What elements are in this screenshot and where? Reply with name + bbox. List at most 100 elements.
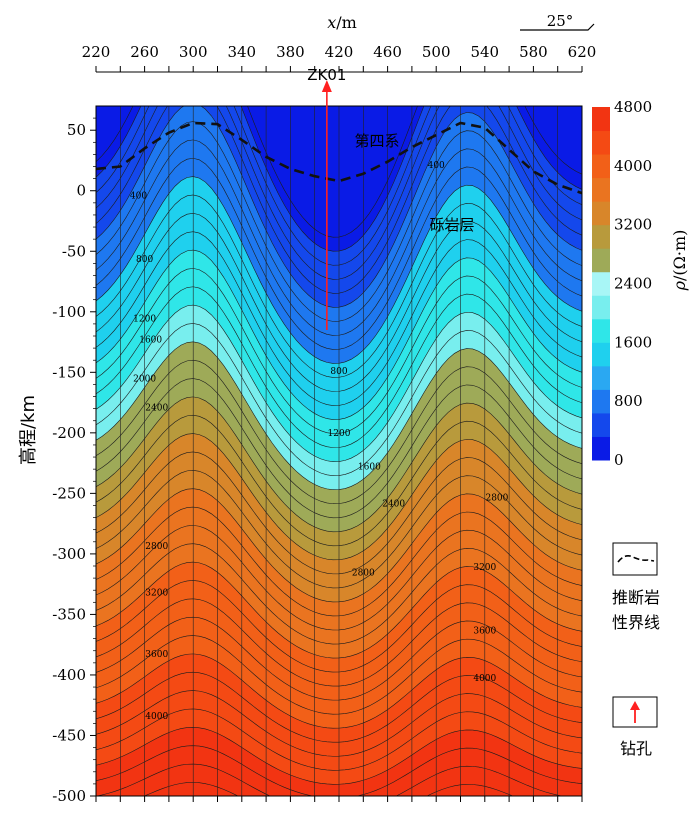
x-tick-label: 300 [179, 43, 208, 61]
contour-line [143, 782, 514, 796]
colorbar-segment [592, 271, 610, 296]
colorbar-segment [592, 154, 610, 179]
direction-indicator: 25° [520, 12, 595, 31]
resistivity-band [96, 801, 582, 813]
x-axis-var: x [327, 13, 336, 32]
direction-arrow-icon [520, 23, 595, 31]
colorbar-tick-label: 4800 [614, 98, 652, 116]
contour-label: 2000 [133, 375, 156, 385]
x-tick-label: 500 [422, 43, 451, 61]
y-tick-label: -50 [62, 242, 86, 260]
colorbar-segment [592, 224, 610, 249]
legend-borehole-arrow-icon [630, 701, 640, 710]
colorbar-segment [592, 389, 610, 414]
colorbar-segment [592, 201, 610, 226]
legend: 推断岩 性界线 钻孔 [612, 542, 660, 758]
colorbar-segment [592, 177, 610, 202]
contour-label: 4000 [145, 712, 168, 722]
legend-boundary-label-2: 性界线 [612, 613, 660, 632]
colorbar-tick-label: 1600 [614, 333, 652, 351]
y-axis-title: 高程/km [18, 395, 39, 465]
resistivity-band [144, 782, 513, 796]
y-tick-label: -400 [52, 666, 86, 684]
legend-boundary-label-1: 推断岩 [612, 588, 660, 607]
axes: 220 260 300 340 380 420 460 500 540 580 620500-50-… [52, 43, 596, 805]
x-tick-label: 340 [227, 43, 256, 61]
contour-label-group: 400 400 800 800 1200 1200 1600 1600 2000 2400 2400… [130, 161, 509, 722]
legend-boundary-line-icon [617, 555, 655, 563]
contour-label: 2400 [382, 499, 405, 509]
layer-quaternary-label: 第四系 [354, 132, 399, 150]
x-tick-label: 580 [519, 43, 548, 61]
y-tick-label: -450 [52, 726, 86, 744]
y-tick-label: 50 [67, 121, 86, 139]
colorbar-segment [592, 107, 610, 132]
contour-label: 3600 [145, 650, 168, 660]
contour-label: 3200 [145, 588, 168, 598]
direction-label: 25° [547, 12, 574, 30]
borehole-marker: ZK01 [307, 66, 346, 330]
legend-borehole-label: 钻孔 [620, 739, 652, 758]
borehole-label: ZK01 [307, 66, 346, 84]
x-tick-label: 220 [82, 43, 111, 61]
y-tick-label: -500 [52, 787, 86, 805]
contour-label: 1600 [139, 335, 162, 345]
y-tick-label: -100 [52, 303, 86, 321]
y-tick-label: -200 [52, 424, 86, 442]
borehole-arrowhead-icon [321, 80, 332, 92]
colorbar-unit: /(Ω·m) [670, 230, 689, 281]
contour-label: 800 [136, 255, 153, 265]
layer-conglomerate-label: 砾岩层 [429, 216, 474, 234]
x-tick-label: 380 [276, 43, 305, 61]
colorbar-symbol: ρ [670, 280, 689, 291]
contour-label: 2800 [145, 542, 168, 552]
contour-label: 800 [330, 367, 347, 377]
y-tick-label: -250 [52, 484, 86, 502]
x-axis-title: x/m [327, 13, 357, 32]
colorbar-tick-label: 0 [614, 451, 624, 469]
x-tick-label: 460 [373, 43, 402, 61]
colorbar-segment [592, 365, 610, 390]
contour-label: 400 [130, 192, 147, 202]
colorbar-tick-label: 2400 [614, 275, 652, 293]
colorbar-segment [592, 342, 610, 367]
colorbar-segment [592, 130, 610, 155]
x-axis-unit: /m [336, 13, 357, 32]
y-tick-label: -300 [52, 545, 86, 563]
y-tick-label: -350 [52, 605, 86, 623]
colorbar-segment [592, 436, 610, 461]
colorbar-segment [592, 412, 610, 437]
inferred-boundary-group [96, 121, 582, 195]
x-tick-label: 620 [568, 43, 597, 61]
contour-line [96, 801, 582, 813]
colorbar-title: ρ/(Ω·m) [670, 230, 689, 292]
y-tick-label: -150 [52, 363, 86, 381]
x-tick-label: 260 [130, 43, 159, 61]
colorbar-tick-label: 4000 [614, 157, 652, 175]
contour-label: 2400 [145, 403, 168, 413]
contour-line [96, 745, 582, 796]
contour-label: 4000 [473, 674, 496, 684]
inferred-boundary-line [96, 121, 582, 195]
contour-label: 1600 [358, 463, 381, 473]
colorbar-segment [592, 295, 610, 320]
contour-label: 2800 [485, 493, 508, 503]
contour-label: 400 [428, 161, 445, 171]
contour-label: 3200 [473, 563, 496, 573]
colorbar-tick-label: 800 [614, 392, 643, 410]
vertical-grid [96, 106, 582, 796]
contour-label: 2800 [352, 569, 375, 579]
colorbar-segment [592, 318, 610, 343]
contour-label: 1200 [328, 429, 351, 439]
x-tick-label: 420 [325, 43, 354, 61]
contour-label: 1200 [133, 315, 156, 325]
y-tick-label: 0 [76, 182, 86, 200]
contour-label: 3600 [473, 626, 496, 636]
colorbar-segment [592, 248, 610, 273]
x-tick-label: 540 [470, 43, 499, 61]
colorbar-tick-label: 3200 [614, 216, 652, 234]
contour-line [96, 763, 564, 796]
colorbar: 4800 4000 3200 2400 1600 800 0 [592, 98, 652, 469]
